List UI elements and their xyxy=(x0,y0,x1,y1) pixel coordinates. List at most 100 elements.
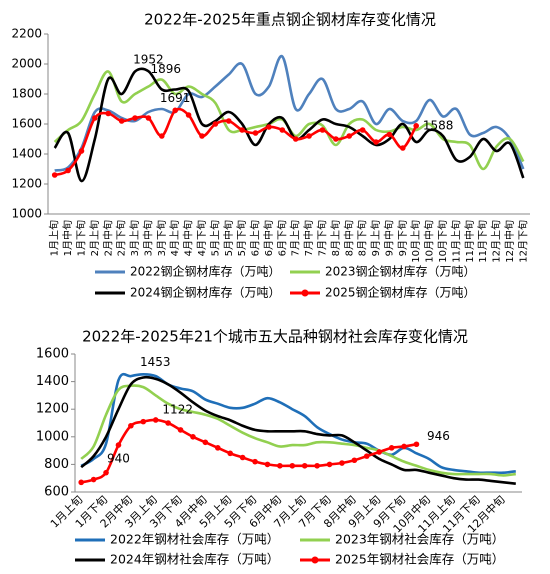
point-marker xyxy=(326,461,333,468)
point-marker xyxy=(227,450,234,457)
annotation: 946 xyxy=(427,429,450,443)
x-tick-label: 6月下旬 xyxy=(275,220,288,256)
series-line xyxy=(54,55,525,172)
annotation: 1896 xyxy=(151,62,182,76)
x-tick-label: 3月中旬 xyxy=(141,220,154,256)
point-marker xyxy=(413,123,419,129)
x-tick-label: 5月中旬 xyxy=(222,220,235,256)
point-marker xyxy=(301,462,308,469)
point-marker xyxy=(292,136,299,142)
x-tick-label: 7月中旬 xyxy=(302,220,315,256)
x-tick-label: 1月下旬 xyxy=(74,220,87,256)
x-tick-label: 2月下旬 xyxy=(115,220,128,256)
point-marker xyxy=(132,115,138,121)
point-marker xyxy=(252,458,258,465)
point-marker xyxy=(115,442,122,448)
x-tick-label: 4月中旬 xyxy=(182,220,195,256)
point-marker xyxy=(78,148,85,154)
point-marker xyxy=(401,443,407,450)
point-marker xyxy=(128,422,134,429)
legend-label: 2024钢企钢材库存（万吨） xyxy=(130,285,281,300)
y-tick-label: 1000 xyxy=(36,429,69,444)
series-line xyxy=(54,107,418,177)
x-tick-label: 5月上旬 xyxy=(208,220,221,256)
point-marker xyxy=(373,139,379,145)
point-marker xyxy=(177,427,184,433)
annotation: 940 xyxy=(107,452,130,466)
x-tick-label: 9月中旬 xyxy=(382,220,395,256)
point-marker xyxy=(239,127,245,133)
x-tick-label: 12月中旬 xyxy=(503,220,516,263)
point-marker xyxy=(363,453,370,459)
point-marker xyxy=(289,462,296,469)
x-tick-label: 11月中旬 xyxy=(463,220,476,263)
point-marker xyxy=(159,133,165,139)
point-marker xyxy=(319,127,326,133)
x-tick-label: 3月下旬 xyxy=(155,220,168,256)
legend-marker xyxy=(301,289,309,297)
point-marker xyxy=(214,445,221,451)
legend-label: 2025年钢材社会库存（万吨） xyxy=(335,552,504,567)
legend-label: 2024年钢材社会库存（万吨） xyxy=(110,552,279,567)
series-line xyxy=(80,384,516,477)
x-tick-label: 5月下旬 xyxy=(235,220,248,256)
point-marker xyxy=(152,417,159,423)
x-tick-label: 1月上旬 xyxy=(48,220,61,256)
point-marker xyxy=(145,115,152,121)
x-tick-label: 6月上旬 xyxy=(249,220,262,256)
series-line xyxy=(53,67,525,183)
x-tick-label: 11月上旬 xyxy=(449,220,462,263)
y-tick-label: 1400 xyxy=(11,147,42,161)
point-marker xyxy=(103,469,109,476)
y-tick-label: 1800 xyxy=(11,87,42,101)
x-tick-label: 3月上旬 xyxy=(128,220,141,256)
point-marker xyxy=(78,479,85,486)
point-marker xyxy=(264,461,271,468)
point-marker xyxy=(277,462,283,469)
x-tick-label: 1月中旬 xyxy=(61,220,74,256)
x-tick-label: 12月下旬 xyxy=(516,220,529,263)
point-marker xyxy=(306,133,312,139)
x-tick-label: 6月中旬 xyxy=(262,220,275,256)
y-tick-label: 1000 xyxy=(11,207,42,221)
legend-label: 2025钢企钢材库存（万吨） xyxy=(325,285,476,300)
x-tick-label: 10月中旬 xyxy=(423,220,436,263)
point-marker xyxy=(140,418,147,425)
point-marker xyxy=(239,454,246,461)
point-marker xyxy=(351,457,358,464)
series-line xyxy=(80,418,417,484)
point-marker xyxy=(339,460,345,466)
point-marker xyxy=(279,127,286,133)
x-tick-label: 2月上旬 xyxy=(88,220,101,256)
x-tick-label: 4月上旬 xyxy=(168,220,181,256)
point-marker xyxy=(252,130,259,136)
x-tick-label: 12月上旬 xyxy=(490,220,503,263)
x-tick-label: 8月下旬 xyxy=(356,220,369,256)
x-tick-label: 8月上旬 xyxy=(329,220,342,256)
point-marker xyxy=(105,110,112,117)
series-line xyxy=(80,372,516,475)
y-tick-label: 800 xyxy=(44,457,69,472)
annotation: 1588 xyxy=(423,118,454,132)
series-line xyxy=(80,375,516,486)
y-tick-label: 1200 xyxy=(11,177,42,191)
legend-label: 2023年钢材社会库存（万吨） xyxy=(335,532,504,547)
chart-title: 2022年-2025年21个城市五大品种钢材社会库存变化情况 xyxy=(82,328,468,346)
y-tick-label: 1600 xyxy=(11,117,42,131)
annotation: 1691 xyxy=(160,91,191,105)
point-marker xyxy=(266,124,272,130)
x-tick-label: 7月下旬 xyxy=(315,220,328,256)
point-marker xyxy=(92,115,98,121)
y-tick-label: 2200 xyxy=(11,27,42,41)
point-marker xyxy=(165,420,171,426)
point-marker xyxy=(388,445,395,451)
annotation: 1122 xyxy=(162,402,193,416)
legend-label: 2022钢企钢材库存（万吨） xyxy=(130,264,281,279)
x-tick-label: 10月下旬 xyxy=(436,220,449,263)
point-marker xyxy=(202,439,209,446)
chart-title: 2022年-2025年重点钢企钢材库存变化情况 xyxy=(144,11,436,29)
annotation: 1952 xyxy=(133,53,164,67)
point-marker xyxy=(90,476,97,483)
point-marker xyxy=(172,107,178,114)
